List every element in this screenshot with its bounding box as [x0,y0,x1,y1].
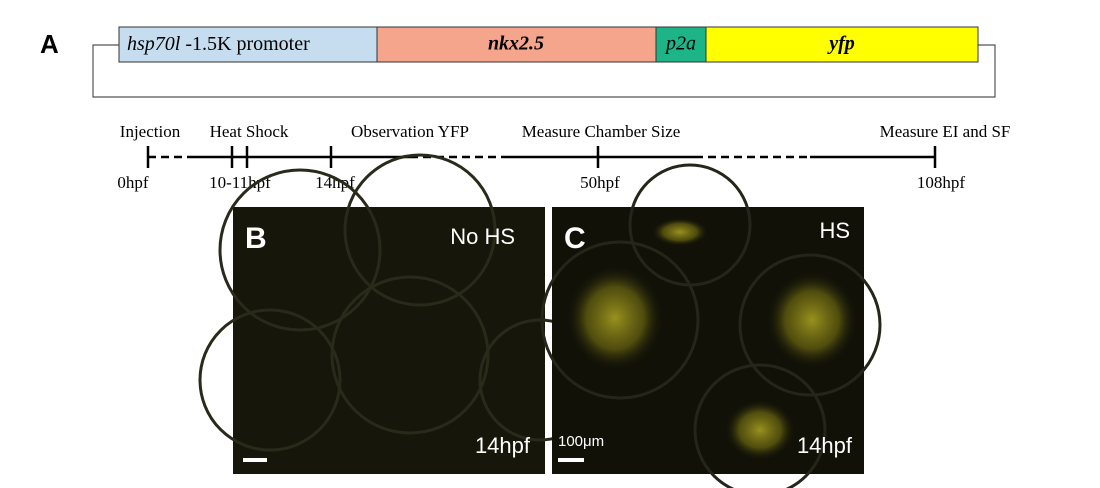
condition-label: HS [819,218,850,243]
scale-bar-label: 100μm [558,433,604,450]
panel-label: B [245,222,267,255]
event-label: Measure EI and SF [880,122,1011,141]
promoter-rest: -1.5K promoter [185,33,310,55]
condition-label: No HS [450,224,515,249]
event-label: Measure Chamber Size [522,122,681,141]
image-c: C HS 14hpf 100μm [540,163,882,488]
linker-label: p2a [664,33,696,55]
reporter-box [705,26,979,63]
construct-text: hsp70l -1.5K promoter [127,33,310,55]
gene-label: nkx2.5 [488,33,544,55]
time-label: 0hpf [117,173,149,192]
time-label: 10-11hpf [209,173,271,192]
gene-box [376,26,657,63]
time-label: 50hpf [580,173,620,192]
panel-label: A [40,29,59,59]
event-label: Heat Shock [210,122,289,141]
linker-box [655,26,707,63]
promoter-gene: hsp70l [127,33,181,55]
time-label: 14hpf [315,173,355,192]
time-label: 108hpf [917,173,966,192]
panel-label: C [564,222,586,255]
reporter-label: yfp [827,33,855,55]
image-b: B No HS 14hpf [198,153,602,474]
timeline [146,146,937,168]
event-label: Injection [120,122,181,141]
plasmid-line [92,44,996,98]
time-stamp: 14hpf [797,433,853,458]
event-label: Observation YFP [351,122,469,141]
time-stamp: 14hpf [475,433,531,458]
